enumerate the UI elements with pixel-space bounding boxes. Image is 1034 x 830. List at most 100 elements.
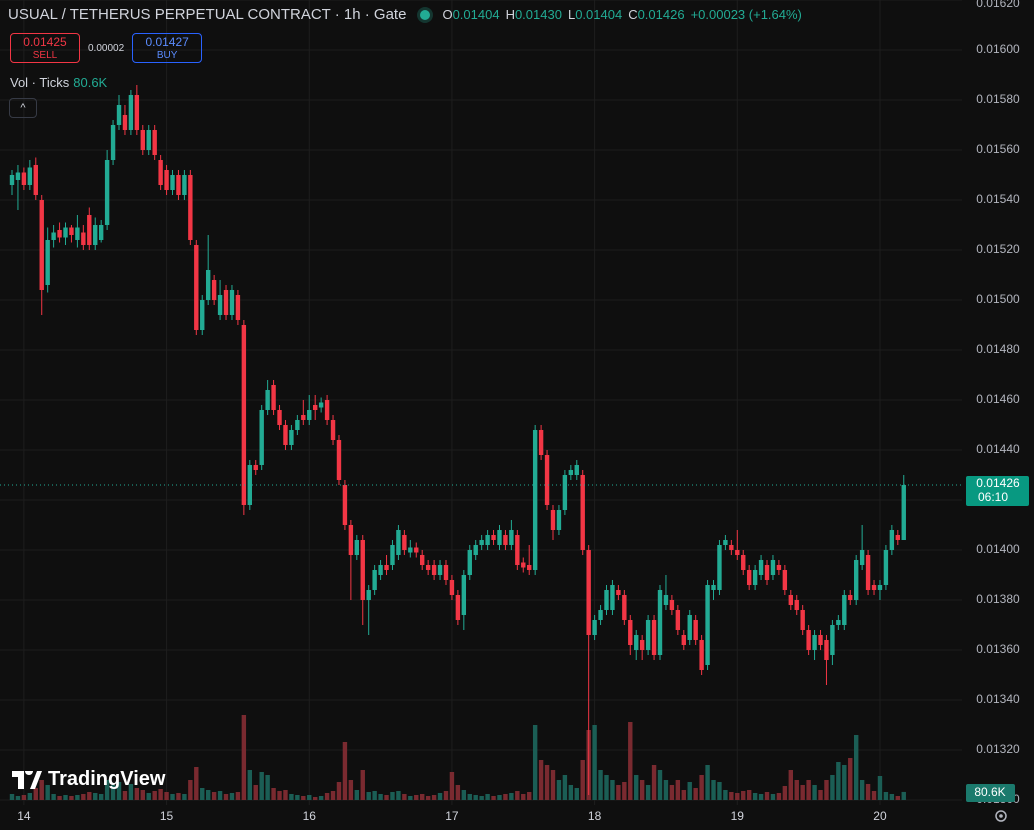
- volume-bar: [639, 780, 645, 800]
- candle-body: [420, 555, 425, 565]
- volume-bar: [895, 796, 901, 800]
- volume-bar: [134, 788, 140, 800]
- candle-body: [461, 575, 467, 615]
- buy-label: BUY: [156, 50, 178, 61]
- y-tick-label: 0.01400: [976, 542, 1020, 556]
- volume-bar: [669, 785, 675, 800]
- volume-bar: [283, 790, 288, 800]
- y-tick-label: 0.01560: [976, 142, 1020, 156]
- volume-bar: [604, 775, 609, 800]
- candle-body: [104, 160, 110, 225]
- candle-body: [396, 530, 401, 555]
- candle-body: [865, 555, 871, 590]
- collapse-button[interactable]: ^: [9, 98, 37, 118]
- candle-body: [604, 590, 609, 610]
- candle-body: [408, 547, 413, 553]
- candle-body: [479, 540, 484, 545]
- sell-price: 0.01425: [23, 35, 67, 49]
- candle-body: [307, 410, 312, 420]
- candle-body: [830, 625, 835, 655]
- volume-bar: [396, 791, 401, 800]
- indicator-legend: Vol · Ticks 80.6K: [10, 75, 107, 90]
- spread: 0.00002: [88, 42, 125, 54]
- candle-body: [746, 570, 752, 585]
- countdown: 06:10: [978, 490, 1008, 504]
- x-tick-label: 16: [303, 809, 317, 823]
- candle-body: [348, 525, 354, 555]
- candle-body: [271, 385, 276, 410]
- candle-body: [729, 545, 734, 550]
- candle-body: [390, 545, 395, 565]
- volume-bar: [75, 795, 80, 800]
- candle-body: [324, 400, 330, 420]
- candle-body: [116, 105, 122, 125]
- volume-bar: [378, 794, 383, 800]
- candle-body: [110, 125, 116, 160]
- candle-body: [235, 295, 241, 320]
- volume-bar: [437, 793, 443, 800]
- y-tick-label: 0.01440: [976, 442, 1020, 456]
- volume-bar: [544, 765, 550, 800]
- volume-bar: [9, 794, 15, 800]
- volume-bar: [205, 790, 211, 800]
- candle-body: [229, 290, 235, 315]
- volume-bar: [527, 792, 532, 800]
- settings-icon[interactable]: [995, 810, 1007, 822]
- y-tick-label: 0.01500: [976, 292, 1020, 306]
- candle-body: [75, 227, 80, 240]
- ohlc-key: O: [442, 7, 453, 22]
- candle-body: [568, 470, 574, 475]
- volume-bar: [592, 725, 597, 800]
- candle-body: [443, 565, 449, 580]
- volume-bar: [741, 791, 746, 800]
- x-tick-label: 18: [588, 809, 602, 823]
- candle-layer: [0, 85, 962, 795]
- candle-body: [616, 590, 621, 595]
- volume-bar: [485, 794, 490, 800]
- volume-bar: [663, 780, 669, 800]
- candle-body: [69, 227, 74, 235]
- candle-body: [788, 595, 793, 605]
- candle-body: [253, 465, 258, 470]
- candle-body: [33, 165, 38, 195]
- volume-bar: [211, 792, 217, 800]
- change: +0.00023 (+1.64%): [690, 7, 802, 22]
- candle-body: [592, 620, 597, 635]
- candle-body: [431, 565, 437, 575]
- candle-body: [63, 227, 68, 238]
- candle-body: [562, 475, 568, 510]
- volume-bar: [651, 765, 657, 800]
- candle-body: [449, 580, 455, 595]
- candle-body: [735, 550, 740, 555]
- volume-bar: [836, 762, 841, 800]
- x-tick-label: 20: [873, 809, 887, 823]
- volume-bar: [348, 780, 354, 800]
- volume-bar: [312, 797, 318, 800]
- volume-bar: [318, 796, 324, 800]
- volume-bar: [729, 792, 734, 800]
- buy-button[interactable]: 0.01427 BUY: [132, 33, 203, 63]
- volume-bar: [616, 785, 621, 800]
- volume-bar: [901, 791, 906, 800]
- volume-bar: [515, 791, 520, 800]
- price-axis: 0.013000.013200.013400.013600.013800.014…: [17, 0, 1029, 823]
- volume-bar: [63, 795, 68, 800]
- volume-bar: [853, 735, 859, 800]
- candle-body: [283, 425, 288, 445]
- volume-bar: [152, 791, 157, 800]
- candle-body: [205, 270, 211, 300]
- candle-body: [782, 570, 788, 590]
- candle-body: [639, 640, 645, 650]
- x-tick-label: 17: [445, 809, 459, 823]
- volume-bar: [503, 794, 508, 800]
- volume-bar: [735, 793, 740, 800]
- trade-panel: 0.01425 SELL 0.00002 0.01427 BUY: [10, 33, 203, 63]
- candle-body: [515, 535, 520, 565]
- candle-body: [776, 565, 782, 570]
- volume-bar: [425, 796, 431, 800]
- sell-button[interactable]: 0.01425 SELL: [10, 33, 80, 63]
- candle-body: [824, 640, 829, 660]
- volume-bar: [188, 780, 193, 800]
- volume-bar: [806, 780, 811, 800]
